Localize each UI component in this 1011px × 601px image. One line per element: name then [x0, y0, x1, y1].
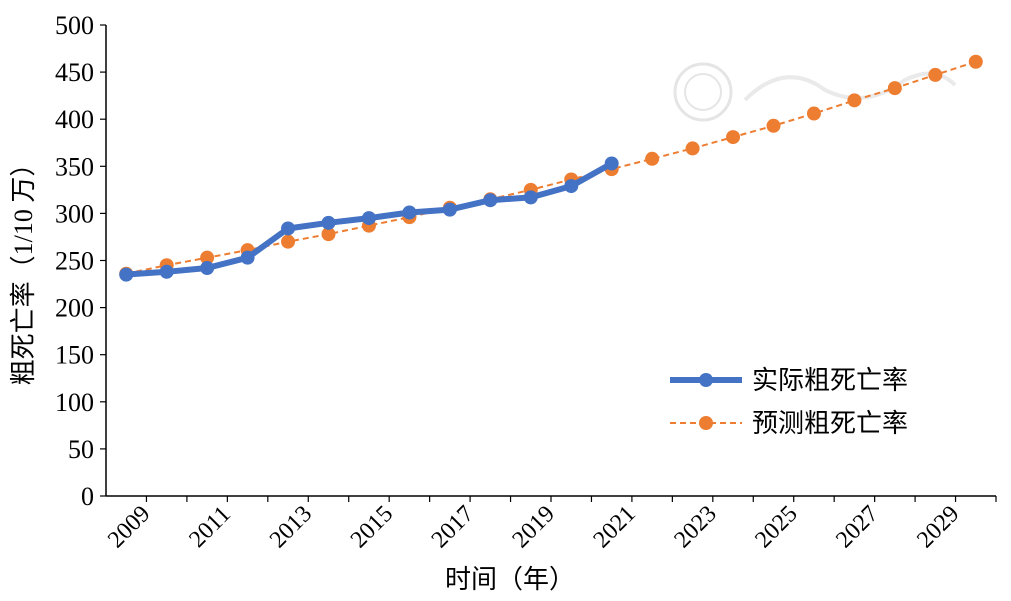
y-tick-label: 100 [55, 388, 94, 417]
data-point [442, 202, 457, 217]
data-point [159, 264, 174, 279]
data-point [726, 130, 741, 145]
series-actual [119, 156, 619, 282]
x-tick-label: 2029 [912, 501, 964, 553]
data-point [483, 193, 498, 208]
legend-swatch-marker [699, 373, 713, 387]
x-tick-label: 2025 [750, 501, 802, 553]
x-tick-label: 2021 [589, 501, 641, 553]
x-tick-label: 2015 [346, 501, 398, 553]
data-point [321, 227, 336, 242]
data-point [361, 211, 376, 226]
series-line [125, 60, 977, 275]
data-point [402, 205, 417, 220]
legend-entry: 预测粗死亡率 [670, 409, 908, 438]
x-tick-label: 2009 [103, 501, 155, 553]
legend-label: 预测粗死亡率 [752, 409, 908, 438]
data-point [200, 250, 215, 265]
x-tick-label: 2013 [265, 501, 317, 553]
x-tick-label: 2019 [508, 501, 560, 553]
data-point [806, 106, 821, 121]
data-point [564, 179, 579, 194]
data-point [523, 190, 538, 205]
x-tick-label: 2023 [669, 501, 721, 553]
x-tick-label: 2017 [427, 501, 479, 553]
y-tick-label: 200 [55, 294, 94, 323]
legend-swatch-marker [699, 416, 713, 430]
data-point [281, 221, 296, 236]
x-axis-label: 时间（年） [445, 565, 575, 594]
y-tick-label: 250 [55, 247, 94, 276]
x-tick-label: 2011 [184, 501, 236, 553]
series-forecast [119, 54, 983, 281]
y-tick-label: 350 [55, 152, 94, 181]
y-tick-label: 500 [55, 11, 94, 40]
y-tick-label: 0 [81, 482, 94, 511]
legend-label: 实际粗死亡率 [752, 366, 908, 395]
data-point [119, 267, 134, 282]
data-point [887, 81, 902, 96]
legend-entry: 实际粗死亡率 [670, 366, 908, 395]
data-point [685, 141, 700, 156]
data-point [645, 151, 660, 166]
y-axis-label: 粗死亡率（1/10 万） [9, 151, 38, 386]
data-point [321, 215, 336, 230]
data-point [240, 250, 255, 265]
data-point [200, 261, 215, 276]
data-point [281, 234, 296, 249]
y-tick-label: 450 [55, 58, 94, 87]
data-point [604, 156, 619, 171]
y-tick-label: 400 [55, 105, 94, 134]
data-point [968, 54, 983, 69]
y-tick-label: 50 [68, 435, 94, 464]
data-point [766, 118, 781, 133]
y-tick-label: 150 [55, 341, 94, 370]
data-point [928, 67, 943, 82]
y-tick-label: 300 [55, 199, 94, 228]
x-tick-label: 2027 [831, 501, 883, 553]
data-point [847, 93, 862, 108]
